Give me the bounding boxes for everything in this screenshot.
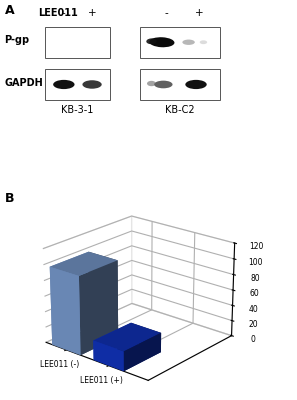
- Ellipse shape: [53, 80, 75, 89]
- Text: GAPDH: GAPDH: [4, 78, 43, 88]
- Text: A: A: [4, 4, 14, 17]
- Text: LEE011: LEE011: [39, 8, 78, 18]
- Text: -: -: [62, 8, 66, 18]
- Text: -: -: [165, 8, 168, 18]
- Ellipse shape: [200, 40, 207, 44]
- Ellipse shape: [147, 81, 156, 86]
- Ellipse shape: [83, 80, 102, 89]
- Ellipse shape: [146, 38, 157, 44]
- Text: +: +: [88, 8, 97, 18]
- Text: KB-C2: KB-C2: [165, 105, 195, 115]
- Ellipse shape: [154, 81, 173, 88]
- Text: +: +: [195, 8, 203, 18]
- Ellipse shape: [185, 80, 207, 89]
- FancyBboxPatch shape: [45, 69, 110, 100]
- FancyBboxPatch shape: [140, 69, 220, 100]
- Text: B: B: [4, 192, 14, 204]
- Text: KB-3-1: KB-3-1: [61, 105, 94, 115]
- FancyBboxPatch shape: [140, 27, 220, 58]
- Text: P-gp: P-gp: [4, 35, 30, 45]
- Ellipse shape: [182, 40, 195, 45]
- Ellipse shape: [149, 37, 174, 47]
- FancyBboxPatch shape: [45, 27, 110, 58]
